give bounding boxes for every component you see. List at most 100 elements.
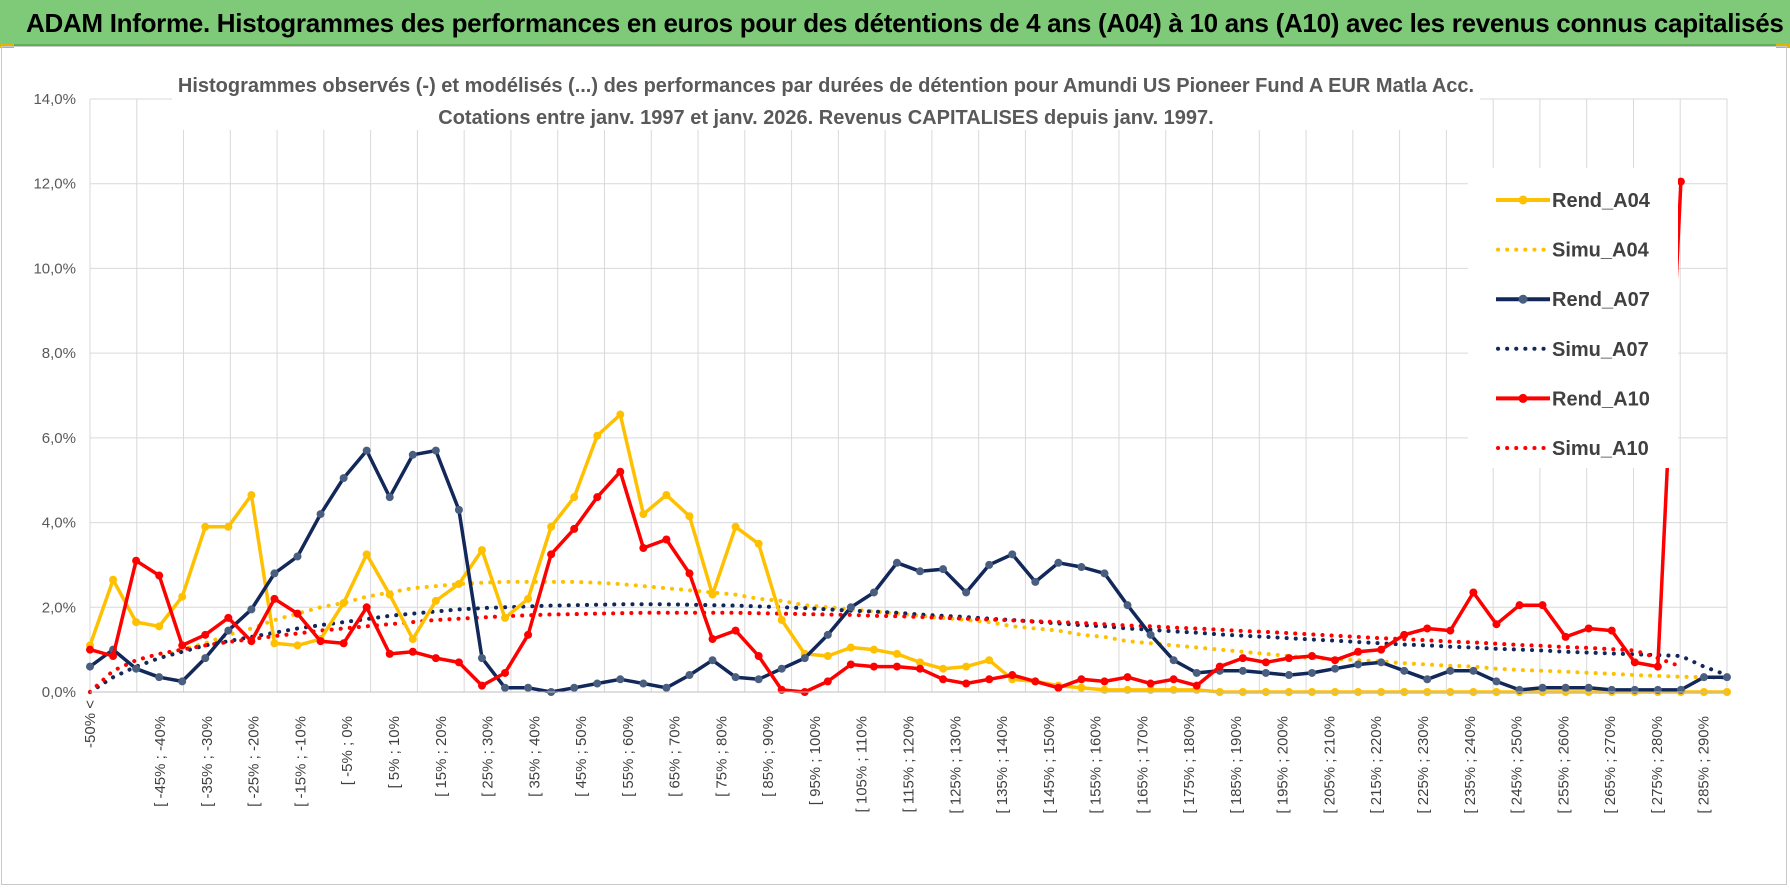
- x-tick-label: [ 185% ; 190%: [1228, 716, 1245, 814]
- data-point: [408, 647, 417, 656]
- data-point: [1377, 645, 1386, 654]
- y-tick-label: 6,0%: [42, 430, 76, 447]
- data-point: [454, 505, 463, 514]
- data-point: [570, 683, 579, 692]
- y-tick-label: 0,0%: [42, 684, 76, 701]
- series-simu-a04: [88, 579, 1729, 694]
- data-point: [109, 575, 118, 584]
- data-point: [1100, 685, 1109, 694]
- data-point: [1008, 550, 1017, 559]
- data-point: [339, 639, 348, 648]
- data-point: [547, 550, 556, 559]
- data-point: [823, 651, 832, 660]
- data-point: [662, 683, 671, 692]
- data-point: [1515, 685, 1524, 694]
- legend-label: Rend_A10: [1552, 388, 1650, 410]
- x-tick-label: [ 115% ; 120%: [901, 716, 918, 812]
- data-point: [477, 654, 486, 663]
- data-point: [524, 630, 533, 639]
- data-point: [1607, 685, 1616, 694]
- data-point: [662, 491, 671, 500]
- data-point: [385, 649, 394, 658]
- chart-title-group: Histogrammes observés (-) et modélisés (…: [172, 64, 1480, 130]
- data-point: [477, 546, 486, 555]
- data-point: [408, 635, 417, 644]
- x-tick-label: [ 195% ; 200%: [1275, 716, 1292, 814]
- data-point: [178, 677, 187, 686]
- data-point: [1238, 654, 1247, 663]
- data-point: [1354, 660, 1363, 669]
- series-simu-a10: [88, 610, 1683, 694]
- data-point: [1723, 673, 1731, 682]
- legend-label: Rend_A04: [1552, 190, 1651, 212]
- x-tick-label: [ 125% ; 130%: [947, 716, 964, 814]
- x-tick-label: [ 75% ; 80%: [713, 716, 730, 797]
- data-point: [362, 446, 371, 455]
- data-point: [639, 679, 648, 688]
- chart-title-line2: Cotations entre janv. 1997 et janv. 2026…: [438, 107, 1213, 129]
- legend-item: Simu_A04: [1496, 240, 1650, 262]
- data-point: [132, 664, 141, 673]
- data-point: [1238, 666, 1247, 675]
- data-point: [155, 673, 164, 682]
- y-tick-label: 8,0%: [42, 345, 76, 362]
- data-point: [247, 637, 256, 646]
- data-point: [1031, 577, 1040, 586]
- data-point: [754, 539, 763, 548]
- data-point: [1400, 666, 1409, 675]
- data-point: [1261, 658, 1270, 667]
- legend: Rend_A04 Simu_A04 Rend_A07 Simu_A07 Rend_A10…: [1468, 168, 1678, 468]
- x-tick-label: [ 65% ; 70%: [667, 716, 684, 797]
- data-point: [1008, 671, 1017, 680]
- data-point: [1077, 675, 1086, 684]
- chart-title-backdrop: [172, 64, 1480, 130]
- data-point: [1169, 656, 1178, 665]
- x-tick-label: [ 55% ; 60%: [620, 716, 637, 797]
- data-point: [777, 664, 786, 673]
- legend-marker: [1518, 393, 1528, 403]
- data-point: [1307, 651, 1316, 660]
- data-point: [754, 651, 763, 660]
- data-point: [201, 522, 210, 531]
- axis-layer: 0,0% 2,0% 4,0% 6,0% 8,0% 10,0% 12,0% 14,0% -50% …: [33, 91, 1727, 814]
- data-point: [132, 556, 141, 565]
- data-point: [616, 410, 625, 419]
- data-point: [777, 685, 786, 694]
- data-point: [1699, 673, 1708, 682]
- data-point: [247, 605, 256, 614]
- data-point: [270, 569, 279, 578]
- data-point: [1331, 664, 1340, 673]
- x-tick-label: [ -5% ; 0%: [339, 716, 356, 785]
- legend-marker: [1518, 294, 1528, 304]
- x-tick-label: -50% <: [82, 700, 99, 748]
- data-point: [224, 613, 233, 622]
- data-point: [247, 491, 256, 500]
- data-point: [1469, 588, 1478, 597]
- data-point: [385, 493, 394, 502]
- data-point: [86, 662, 94, 671]
- data-point: [869, 588, 878, 597]
- data-point: [916, 567, 925, 576]
- data-point: [454, 658, 463, 667]
- data-point: [639, 543, 648, 552]
- data-point: [869, 645, 878, 654]
- data-point: [731, 626, 740, 635]
- data-point: [846, 603, 855, 612]
- data-point: [1676, 177, 1685, 186]
- x-tick-label: [ 235% ; 240%: [1462, 716, 1479, 814]
- x-tick-label: [ 255% ; 260%: [1555, 716, 1572, 814]
- data-point: [593, 431, 602, 440]
- data-point: [293, 609, 302, 618]
- data-point: [846, 643, 855, 652]
- x-tick-label: [ -35% ; -30%: [199, 716, 216, 807]
- series-line: [88, 448, 1727, 694]
- data-point: [224, 626, 233, 635]
- data-point: [985, 560, 994, 569]
- data-point: [316, 637, 325, 646]
- x-tick-label: [ 95% ; 100%: [807, 716, 824, 805]
- legend-label: Rend_A07: [1552, 289, 1650, 311]
- series-line: [89, 181, 1683, 694]
- data-point: [823, 630, 832, 639]
- x-tick-label: [ -45% ; -40%: [152, 716, 169, 807]
- data-point: [293, 641, 302, 650]
